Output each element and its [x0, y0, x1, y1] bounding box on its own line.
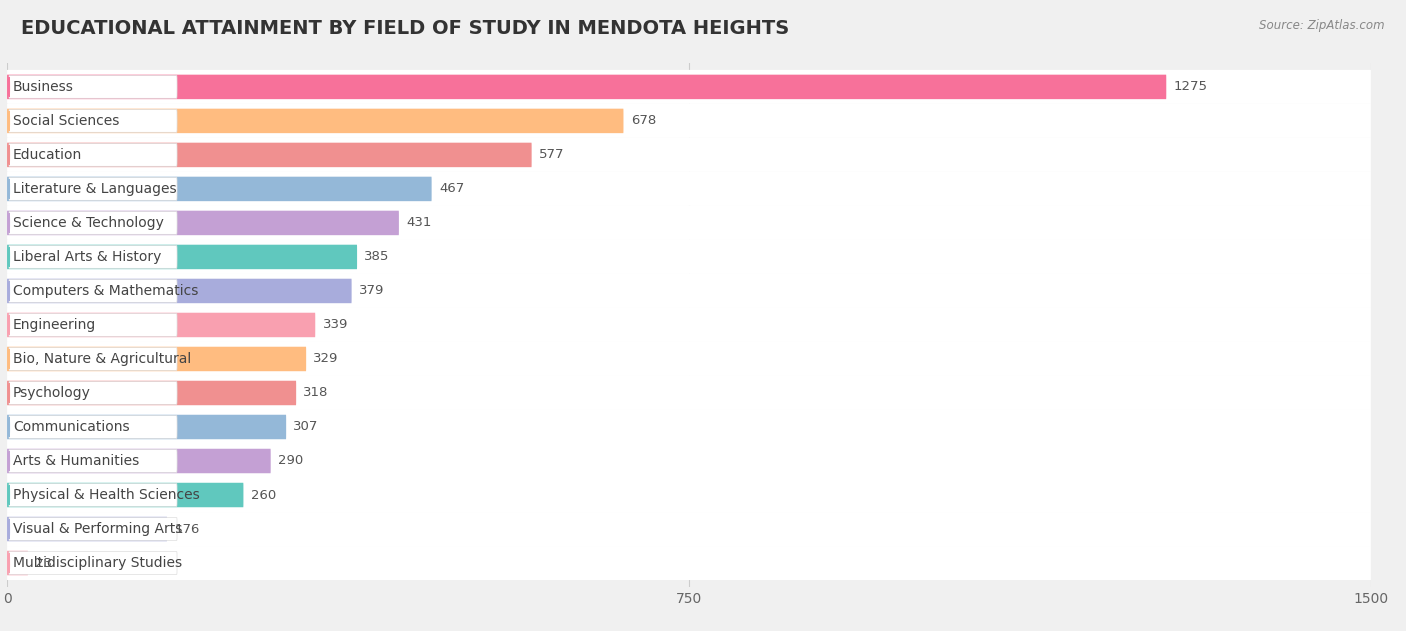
Text: Social Sciences: Social Sciences	[13, 114, 120, 128]
FancyBboxPatch shape	[8, 143, 177, 167]
FancyBboxPatch shape	[8, 450, 177, 473]
FancyBboxPatch shape	[8, 517, 177, 540]
FancyBboxPatch shape	[8, 177, 177, 200]
Text: 23: 23	[35, 557, 52, 570]
FancyBboxPatch shape	[8, 551, 177, 574]
FancyBboxPatch shape	[7, 546, 1371, 580]
Text: 379: 379	[359, 285, 384, 297]
FancyBboxPatch shape	[8, 110, 177, 133]
FancyBboxPatch shape	[7, 245, 357, 269]
FancyBboxPatch shape	[7, 308, 1371, 342]
FancyBboxPatch shape	[7, 70, 1371, 104]
FancyBboxPatch shape	[7, 342, 1371, 376]
Text: 678: 678	[631, 114, 657, 127]
FancyBboxPatch shape	[7, 172, 1371, 206]
Text: 431: 431	[406, 216, 432, 230]
FancyBboxPatch shape	[7, 211, 399, 235]
Text: Education: Education	[13, 148, 83, 162]
FancyBboxPatch shape	[7, 483, 243, 507]
Text: 290: 290	[278, 454, 304, 468]
Text: 385: 385	[364, 251, 389, 264]
FancyBboxPatch shape	[7, 444, 1371, 478]
Text: 577: 577	[538, 148, 564, 162]
FancyBboxPatch shape	[7, 143, 531, 167]
FancyBboxPatch shape	[7, 512, 1371, 546]
Text: Arts & Humanities: Arts & Humanities	[13, 454, 139, 468]
Text: 339: 339	[322, 319, 347, 331]
FancyBboxPatch shape	[7, 410, 1371, 444]
FancyBboxPatch shape	[8, 280, 177, 302]
Text: Communications: Communications	[13, 420, 129, 434]
FancyBboxPatch shape	[8, 314, 177, 336]
FancyBboxPatch shape	[7, 376, 1371, 410]
Text: Liberal Arts & History: Liberal Arts & History	[13, 250, 162, 264]
FancyBboxPatch shape	[8, 416, 177, 439]
Text: Visual & Performing Arts: Visual & Performing Arts	[13, 522, 183, 536]
Text: 260: 260	[250, 488, 276, 502]
Text: 467: 467	[439, 182, 464, 196]
Text: Physical & Health Sciences: Physical & Health Sciences	[13, 488, 200, 502]
FancyBboxPatch shape	[7, 109, 623, 133]
FancyBboxPatch shape	[7, 240, 1371, 274]
FancyBboxPatch shape	[8, 76, 177, 98]
Text: Engineering: Engineering	[13, 318, 96, 332]
Text: 329: 329	[314, 353, 339, 365]
FancyBboxPatch shape	[7, 274, 1371, 308]
FancyBboxPatch shape	[7, 346, 307, 371]
FancyBboxPatch shape	[7, 415, 287, 439]
FancyBboxPatch shape	[7, 313, 315, 337]
Text: 176: 176	[174, 522, 200, 536]
Text: Computers & Mathematics: Computers & Mathematics	[13, 284, 198, 298]
Text: Multidisciplinary Studies: Multidisciplinary Studies	[13, 556, 183, 570]
FancyBboxPatch shape	[7, 104, 1371, 138]
FancyBboxPatch shape	[7, 177, 432, 201]
FancyBboxPatch shape	[8, 348, 177, 370]
Text: 318: 318	[304, 386, 329, 399]
FancyBboxPatch shape	[7, 449, 271, 473]
FancyBboxPatch shape	[8, 245, 177, 268]
Text: 1275: 1275	[1174, 80, 1208, 93]
FancyBboxPatch shape	[7, 380, 297, 405]
FancyBboxPatch shape	[8, 211, 177, 234]
FancyBboxPatch shape	[7, 279, 351, 304]
FancyBboxPatch shape	[8, 382, 177, 404]
FancyBboxPatch shape	[7, 74, 1166, 99]
FancyBboxPatch shape	[7, 517, 167, 541]
FancyBboxPatch shape	[7, 551, 28, 575]
Text: 307: 307	[294, 420, 319, 433]
Text: Business: Business	[13, 80, 75, 94]
FancyBboxPatch shape	[7, 478, 1371, 512]
Text: Source: ZipAtlas.com: Source: ZipAtlas.com	[1260, 19, 1385, 32]
FancyBboxPatch shape	[7, 138, 1371, 172]
FancyBboxPatch shape	[7, 206, 1371, 240]
Text: Bio, Nature & Agricultural: Bio, Nature & Agricultural	[13, 352, 191, 366]
Text: EDUCATIONAL ATTAINMENT BY FIELD OF STUDY IN MENDOTA HEIGHTS: EDUCATIONAL ATTAINMENT BY FIELD OF STUDY…	[21, 19, 789, 38]
Text: Literature & Languages: Literature & Languages	[13, 182, 177, 196]
Text: Psychology: Psychology	[13, 386, 91, 400]
Text: Science & Technology: Science & Technology	[13, 216, 165, 230]
FancyBboxPatch shape	[8, 483, 177, 507]
